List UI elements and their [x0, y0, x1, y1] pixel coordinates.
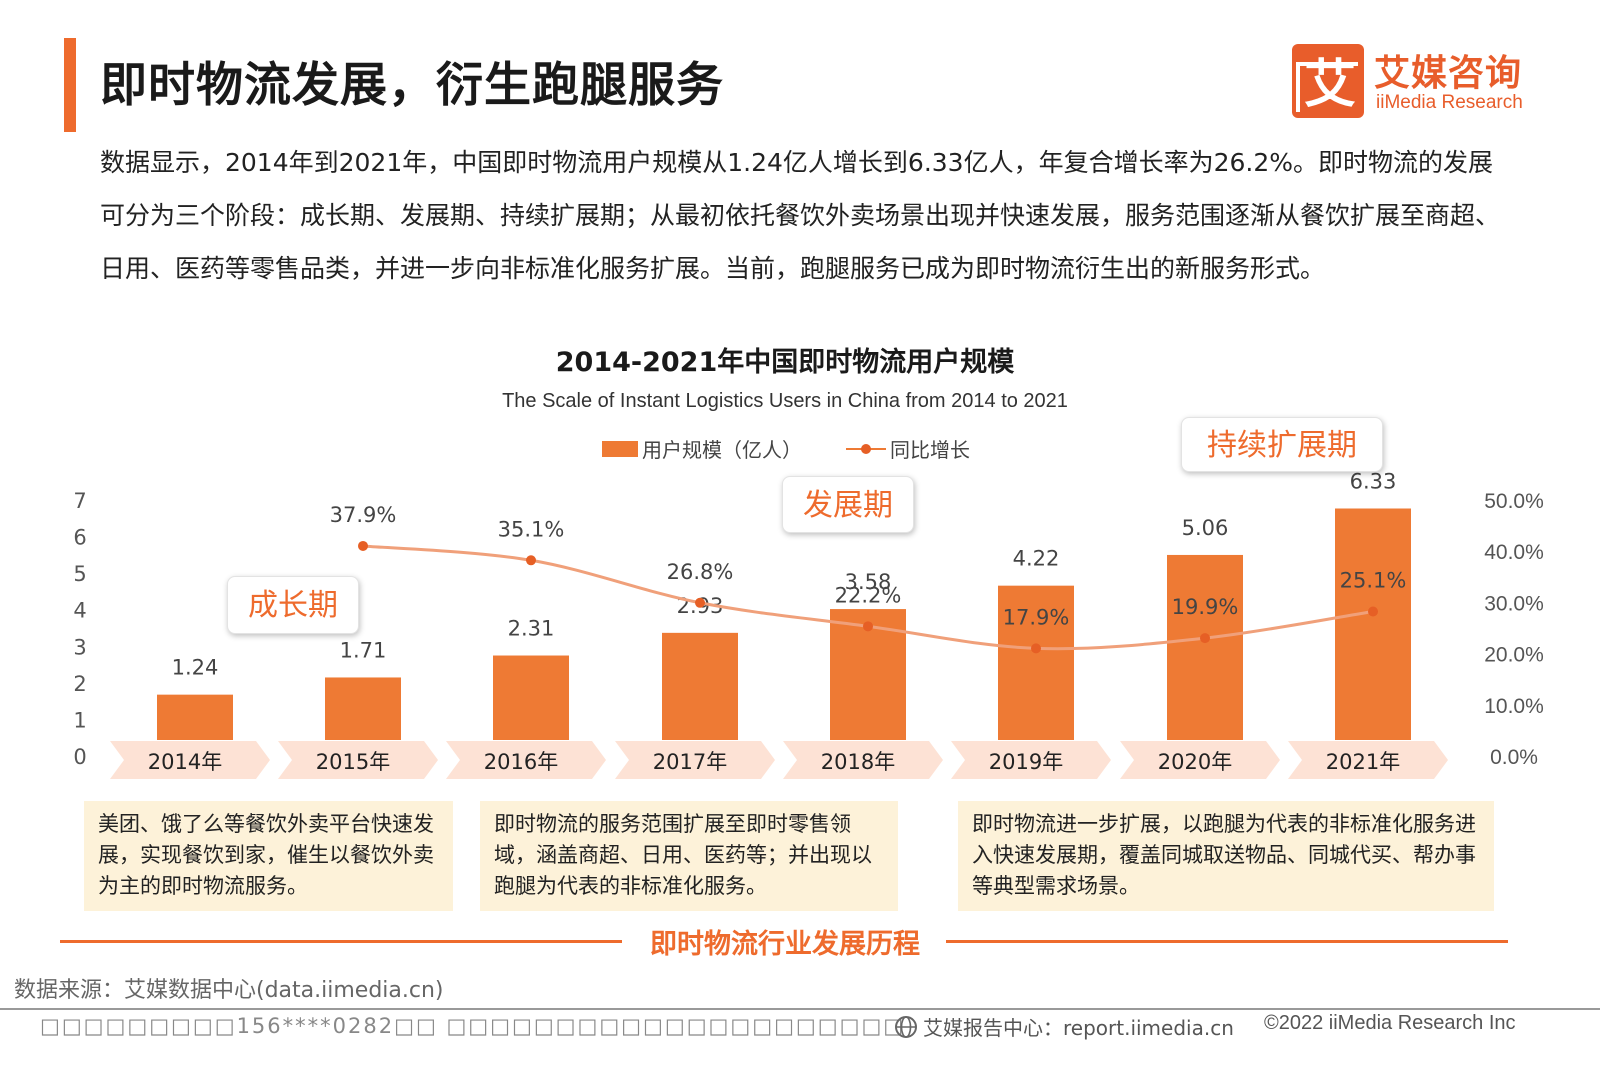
- globe-icon: [893, 1014, 919, 1040]
- y-right-tick-label: 20.0%: [1484, 644, 1544, 667]
- bar: [662, 632, 738, 740]
- y-right-tick-label: 0.0%: [1490, 746, 1538, 769]
- y-left-tick-label: 2: [73, 672, 86, 696]
- phase-expansion-label: 持续扩展期: [1181, 417, 1383, 472]
- desc-growth: 美团、饿了么等餐饮外卖平台快速发展，实现餐饮到家，催生以餐饮外卖为主的即时物流服…: [84, 801, 453, 911]
- y-left-tick-label: 4: [73, 599, 86, 623]
- chart-title: 2014-2021年中国即时物流用户规模: [555, 347, 1015, 378]
- bar: [998, 585, 1074, 740]
- y-left-tick-label: 7: [73, 489, 86, 513]
- y-left-tick-label: 6: [73, 526, 86, 550]
- y-left-tick-label: 5: [73, 562, 86, 586]
- legend-item-line: 同比增长: [846, 434, 970, 463]
- growth-value-label: 35.1%: [498, 517, 565, 541]
- logo-mark-icon: 艾: [1292, 44, 1364, 118]
- data-source: 数据来源：艾媒数据中心(data.iimedia.cn): [14, 978, 444, 1003]
- growth-value-label: 26.8%: [667, 560, 734, 584]
- x-category-label: 2017年: [653, 750, 727, 774]
- watermark-text: □□□□□□□□□156****0282□□ □□□□□□□□□□□□□□□□□…: [40, 1014, 906, 1038]
- growth-marker: [1200, 633, 1210, 644]
- category-band: [278, 741, 438, 779]
- history-rule-right: [946, 940, 1508, 943]
- bar-value-label: 5.06: [1182, 516, 1229, 540]
- x-category-label: 2016年: [484, 750, 558, 774]
- logo-cn-text: 艾媒咨询: [1374, 53, 1523, 94]
- intro-paragraph: 数据显示，2014年到2021年，中国即时物流用户规模从1.24亿人增长到6.3…: [100, 148, 1501, 283]
- x-category-label: 2015年: [316, 750, 390, 774]
- y-left-tick-label: 3: [73, 635, 86, 659]
- bar-value-label: 6.33: [1350, 470, 1397, 494]
- x-category-label: 2014年: [148, 750, 222, 774]
- category-band: [110, 741, 270, 779]
- bar-value-label: 3.58: [845, 570, 892, 594]
- growth-value-label: 25.1%: [1340, 568, 1407, 592]
- bar-value-label: 1.24: [172, 656, 219, 680]
- y-right-tick-label: 10.0%: [1484, 695, 1544, 718]
- growth-value-label: 22.2%: [835, 583, 902, 607]
- category-band: [783, 741, 943, 779]
- y-left-tick-label: 1: [73, 708, 86, 732]
- legend-bar-swatch: [602, 440, 638, 457]
- chart-subtitle: The Scale of Instant Logistics Users in …: [502, 390, 1068, 412]
- title-accent-bar: [64, 38, 76, 132]
- bar-value-label: 1.71: [340, 638, 387, 662]
- growth-value-label: 37.9%: [330, 503, 397, 527]
- logo-en-text: iiMedia Research: [1376, 92, 1523, 113]
- y-left-tick-label: 0: [73, 745, 86, 769]
- growth-marker: [526, 555, 536, 566]
- legend-line-swatch: [846, 443, 886, 454]
- category-band: [446, 741, 606, 779]
- x-category-label: 2020年: [1158, 750, 1232, 774]
- desc-development: 即时物流的服务范围扩展至即时零售领域，涵盖商超、日用、医药等；并出现以跑腿为代表…: [480, 801, 898, 911]
- footer-divider: [0, 1008, 1600, 1010]
- category-band: [615, 741, 775, 779]
- growth-value-label: 17.9%: [1003, 605, 1070, 629]
- y-right-tick-label: 30.0%: [1484, 592, 1544, 615]
- growth-marker: [358, 540, 368, 551]
- category-band: [951, 741, 1111, 779]
- category-band: [1288, 741, 1448, 779]
- x-category-label: 2019年: [989, 750, 1063, 774]
- category-band: [1120, 741, 1280, 779]
- bar: [1335, 508, 1411, 740]
- desc-expansion: 即时物流进一步扩展，以跑腿为代表的非标准化服务进入快速发展期，覆盖同城取送物品、…: [958, 801, 1494, 911]
- page-title: 即时物流发展，衍生跑腿服务: [100, 58, 724, 113]
- bar: [325, 677, 401, 740]
- bar: [493, 655, 569, 740]
- growth-marker: [695, 597, 705, 608]
- chart-plot: 0 1 2 3 4 5 6 7 0.0% 10.0% 20.0% 30.0% 40.0% 50.0% 1.2…: [73, 470, 1544, 779]
- legend-line-label: 同比增长: [890, 438, 970, 462]
- history-rule-left: [60, 940, 622, 943]
- legend-item-bar: 用户规模（亿人）: [602, 434, 802, 463]
- phase-growth-label: 成长期: [227, 576, 359, 634]
- y-right-tick-label: 50.0%: [1484, 490, 1544, 513]
- legend-bar-label: 用户规模（亿人）: [642, 438, 802, 462]
- phase-development-label: 发展期: [782, 476, 914, 533]
- bar: [1167, 554, 1243, 740]
- growth-marker: [1031, 643, 1041, 654]
- footer-copyright: ©2022 iiMedia Research Inc: [1264, 1012, 1516, 1034]
- footer-report-text: 艾媒报告中心：report.iimedia.cn: [923, 1016, 1234, 1040]
- bar-value-label: 2.31: [508, 617, 555, 641]
- bar-value-label: 4.22: [1013, 547, 1060, 571]
- x-category-label: 2021年: [1326, 750, 1400, 774]
- brand-logo: 艾 艾媒咨询 iiMedia Research: [1292, 44, 1552, 124]
- y-right-tick-label: 40.0%: [1484, 541, 1544, 564]
- growth-marker: [1368, 606, 1378, 617]
- growth-marker: [863, 621, 873, 632]
- history-label: 即时物流行业发展历程: [650, 929, 920, 960]
- x-category-label: 2018年: [821, 750, 895, 774]
- growth-value-label: 19.9%: [1172, 595, 1239, 619]
- svg-text:艾: 艾: [1304, 55, 1356, 115]
- footer-report-link[interactable]: 艾媒报告中心：report.iimedia.cn: [893, 1012, 1234, 1041]
- bar: [157, 694, 233, 740]
